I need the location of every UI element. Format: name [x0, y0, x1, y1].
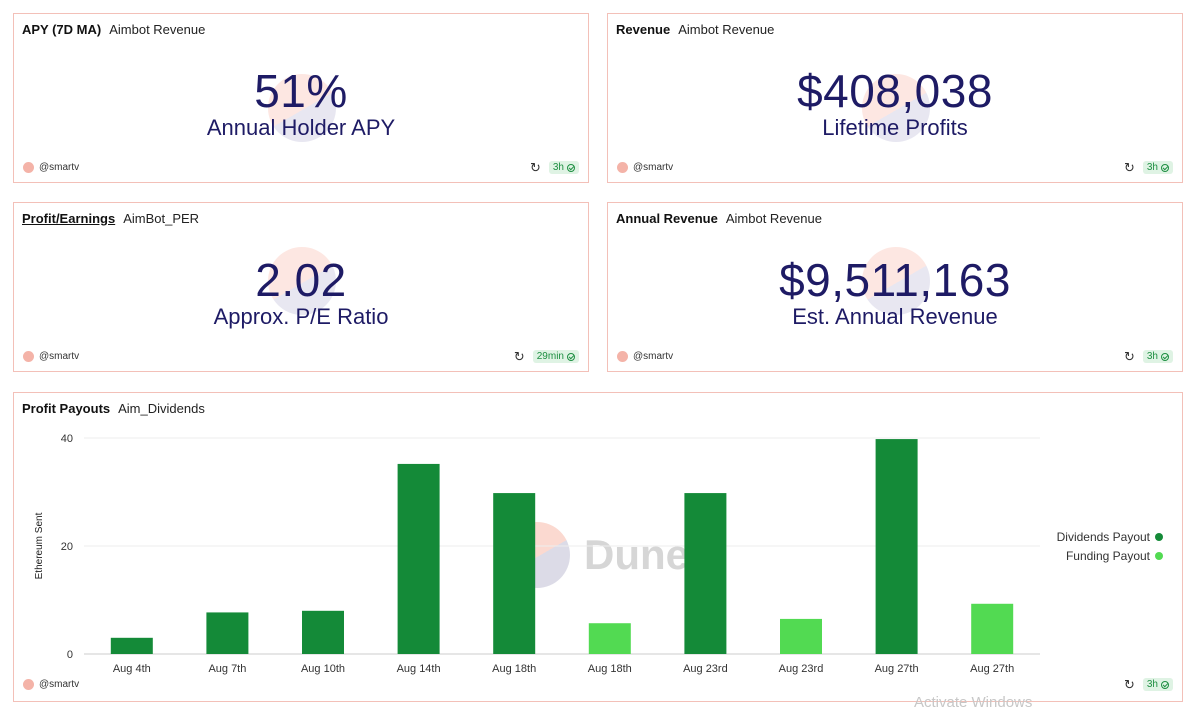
counter-card-pe-ratio: Profit/Earnings AimBot_PER 2.02 Approx. P…: [13, 202, 589, 372]
refresh-icon[interactable]: ↻: [529, 159, 541, 175]
author-link[interactable]: @smartv: [23, 162, 79, 173]
dune-watermark-icon: [268, 74, 336, 142]
age-label: 3h: [1146, 351, 1158, 362]
dune-watermark-icon: [268, 247, 336, 315]
counter-value: $408,038: [797, 65, 993, 117]
author-link[interactable]: @smartv: [617, 162, 673, 173]
check-circle-icon: [1161, 352, 1169, 361]
counter-value: 2.02: [255, 254, 347, 306]
check-circle-icon: [1161, 163, 1169, 172]
card-title-label: Revenue: [616, 22, 671, 37]
author-name: @smartv: [39, 679, 80, 690]
refresh-icon[interactable]: ↻: [1123, 676, 1135, 692]
status-badge: 3h: [1142, 678, 1173, 691]
avatar: [23, 162, 34, 173]
counter-display: 2.02 Approx. P/E Ratio: [14, 257, 588, 329]
dune-watermark-text: Dune: [584, 531, 689, 578]
dune-logo-icon: [504, 522, 570, 588]
counter-card-annual-revenue: Annual Revenue Aimbot Revenue $9,511,163 …: [607, 202, 1183, 372]
card-query-name: AimBot_PER: [123, 211, 200, 226]
refresh-icon[interactable]: ↻: [513, 348, 525, 364]
counter-display: 51% Annual Holder APY: [14, 68, 588, 140]
card-footer-status: ↻ 3h: [1124, 678, 1173, 691]
card-title-label: APY (7D MA): [22, 22, 102, 37]
author-link[interactable]: @smartv: [23, 679, 79, 690]
check-circle-icon: [567, 163, 575, 172]
age-label: 3h: [1146, 162, 1158, 173]
counter-subtitle: Est. Annual Revenue: [792, 304, 998, 329]
dune-watermark-icon: [862, 247, 930, 315]
card-footer-status: ↻ 29min: [514, 350, 579, 363]
status-badge: 3h: [548, 161, 579, 174]
card-title-label: Annual Revenue: [616, 211, 718, 226]
avatar: [23, 351, 34, 362]
card-query-name: Aimbot Revenue: [678, 22, 775, 37]
counter-value: $9,511,163: [779, 254, 1011, 306]
author-name: @smartv: [39, 351, 80, 362]
status-badge: 3h: [1142, 350, 1173, 363]
card-footer-status: ↻ 3h: [1124, 350, 1173, 363]
author-name: @smartv: [39, 162, 80, 173]
status-badge: 29min: [532, 350, 579, 363]
card-footer-status: ↻ 3h: [1124, 161, 1173, 174]
avatar: [617, 351, 628, 362]
dune-watermark-icon: [862, 74, 930, 142]
counter-display: $408,038 Lifetime Profits: [608, 68, 1182, 140]
avatar: [617, 162, 628, 173]
check-circle-icon: [567, 352, 575, 361]
author-link[interactable]: @smartv: [617, 351, 673, 362]
author-link[interactable]: @smartv: [23, 351, 79, 362]
counter-value: 51%: [254, 65, 348, 117]
avatar: [23, 679, 34, 690]
author-name: @smartv: [633, 162, 674, 173]
dune-watermark: Dune: [504, 522, 689, 588]
age-label: 29min: [536, 351, 564, 362]
card-title[interactable]: Profit Payouts Aim_Dividends: [22, 401, 205, 416]
counter-subtitle: Lifetime Profits: [822, 115, 968, 140]
counter-subtitle: Annual Holder APY: [206, 115, 396, 140]
age-label: 3h: [552, 162, 564, 173]
refresh-icon[interactable]: ↻: [1123, 159, 1135, 175]
card-query-name: Aimbot Revenue: [109, 22, 206, 37]
card-title-label: Profit/Earnings: [22, 211, 116, 226]
card-title[interactable]: Annual Revenue Aimbot Revenue: [616, 211, 822, 226]
windows-activation-overlay: Activate Windows: [914, 694, 1033, 711]
status-badge: 3h: [1142, 161, 1173, 174]
card-title[interactable]: APY (7D MA) Aimbot Revenue: [22, 22, 205, 37]
card-title-label: Profit Payouts: [22, 401, 111, 416]
counter-subtitle: Approx. P/E Ratio: [213, 304, 389, 329]
author-name: @smartv: [633, 351, 674, 362]
card-query-name: Aimbot Revenue: [725, 211, 822, 226]
check-circle-icon: [1161, 680, 1169, 689]
card-query-name: Aim_Dividends: [118, 401, 205, 416]
counter-display: $9,511,163 Est. Annual Revenue: [608, 257, 1182, 329]
age-label: 3h: [1146, 679, 1158, 690]
card-footer-status: ↻ 3h: [530, 161, 579, 174]
card-title[interactable]: Profit/Earnings AimBot_PER: [22, 211, 199, 226]
counter-card-revenue: Revenue Aimbot Revenue $408,038 Lifetime …: [607, 13, 1183, 183]
card-title[interactable]: Revenue Aimbot Revenue: [616, 22, 774, 37]
refresh-icon[interactable]: ↻: [1123, 348, 1135, 364]
counter-card-apy: APY (7D MA) Aimbot Revenue 51% Annual Hol…: [13, 13, 589, 183]
